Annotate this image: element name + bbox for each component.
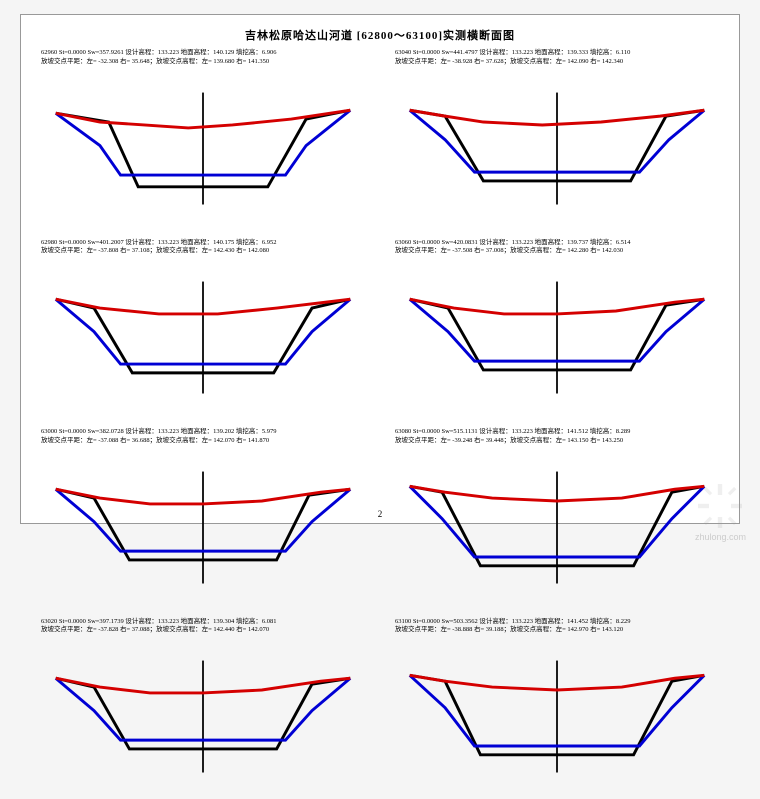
info-line1: 63020 St=0.0000 Sw=397.1739 设计高程：133.223… [41,618,365,627]
info-line1: 63000 St=0.0000 Sw=382.0728 设计高程：133.223… [41,428,365,437]
info-line1: 62980 St=0.0000 Sw=401.2007 设计高程：133.223… [41,239,365,248]
page-title: 吉林松原哈达山河道 [62800～63100]实测横断面图 [41,27,719,43]
page-container: 吉林松原哈达山河道 [62800～63100]实测横断面图 62960 St=0… [20,14,740,524]
section-info: 63040 St=0.0000 Sw=441.4797 设计高程：133.223… [395,49,719,67]
watermark-icon [698,484,742,528]
info-line1: 63080 St=0.0000 Sw=515.1131 设计高程：133.223… [395,428,719,437]
cross-section-plot [41,637,365,799]
section-63000: 63000 St=0.0000 Sw=382.0728 设计高程：133.223… [41,428,365,610]
section-info: 63060 St=0.0000 Sw=420.0831 设计高程：133.223… [395,239,719,257]
info-line2: 放坡交点平距：左= -37.088 右= 36.688；放坡交点高程：左= 14… [41,437,365,446]
info-line2: 放坡交点平距：左= -39.248 右= 39.448；放坡交点高程：左= 14… [395,437,719,446]
section-63060: 63060 St=0.0000 Sw=420.0831 设计高程：133.223… [395,239,719,421]
page-number: 2 [378,509,383,519]
info-line2: 放坡交点平距：左= -37.808 右= 37.108；放坡交点高程：左= 14… [41,247,365,256]
section-63020: 63020 St=0.0000 Sw=397.1739 设计高程：133.223… [41,618,365,799]
section-63080: 63080 St=0.0000 Sw=515.1131 设计高程：133.223… [395,428,719,610]
cross-section-plot [41,69,365,231]
info-line1: 62960 St=0.0000 Sw=357.9261 设计高程：133.223… [41,49,365,58]
info-line2: 放坡交点平距：左= -38.928 右= 37.628；放坡交点高程：左= 14… [395,58,719,67]
info-line2: 放坡交点平距：左= -37.828 右= 37.088；放坡交点高程：左= 14… [41,626,365,635]
cross-section-plot [41,448,365,610]
section-info: 63020 St=0.0000 Sw=397.1739 设计高程：133.223… [41,618,365,636]
cross-section-plot [395,258,719,420]
info-line2: 放坡交点平距：左= -37.508 右= 37.008；放坡交点高程：左= 14… [395,247,719,256]
cross-section-plot [395,69,719,231]
section-62960: 62960 St=0.0000 Sw=357.9261 设计高程：133.223… [41,49,365,231]
cross-section-plot [41,258,365,420]
section-grid: 62960 St=0.0000 Sw=357.9261 设计高程：133.223… [41,49,719,489]
section-info: 63000 St=0.0000 Sw=382.0728 设计高程：133.223… [41,428,365,446]
section-info: 63080 St=0.0000 Sw=515.1131 设计高程：133.223… [395,428,719,446]
info-line2: 放坡交点平距：左= -32.308 右= 35.648；放坡交点高程：左= 13… [41,58,365,67]
cross-section-plot [395,448,719,610]
info-line1: 63100 St=0.0000 Sw=503.3562 设计高程：133.223… [395,618,719,627]
section-info: 63100 St=0.0000 Sw=503.3562 设计高程：133.223… [395,618,719,636]
section-62980: 62980 St=0.0000 Sw=401.2007 设计高程：133.223… [41,239,365,421]
section-63100: 63100 St=0.0000 Sw=503.3562 设计高程：133.223… [395,618,719,799]
section-info: 62980 St=0.0000 Sw=401.2007 设计高程：133.223… [41,239,365,257]
section-info: 62960 St=0.0000 Sw=357.9261 设计高程：133.223… [41,49,365,67]
info-line1: 63040 St=0.0000 Sw=441.4797 设计高程：133.223… [395,49,719,58]
info-line2: 放坡交点平距：左= -38.888 右= 39.188；放坡交点高程：左= 14… [395,626,719,635]
info-line1: 63060 St=0.0000 Sw=420.0831 设计高程：133.223… [395,239,719,248]
watermark-text: zhulong.com [695,532,746,542]
cross-section-plot [395,637,719,799]
section-63040: 63040 St=0.0000 Sw=441.4797 设计高程：133.223… [395,49,719,231]
